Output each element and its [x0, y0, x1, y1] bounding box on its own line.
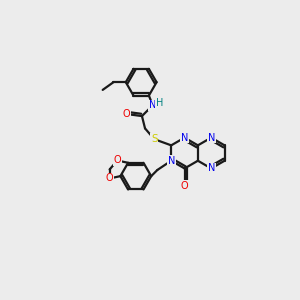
Text: N: N	[208, 164, 215, 173]
Text: O: O	[123, 109, 130, 119]
Text: N: N	[181, 133, 188, 142]
Text: H: H	[156, 98, 164, 108]
Text: O: O	[181, 181, 188, 191]
Text: N: N	[208, 133, 215, 142]
Text: N: N	[167, 156, 175, 166]
Text: O: O	[113, 155, 121, 166]
Text: O: O	[106, 173, 113, 184]
Text: S: S	[151, 134, 158, 144]
Text: N: N	[149, 100, 156, 110]
